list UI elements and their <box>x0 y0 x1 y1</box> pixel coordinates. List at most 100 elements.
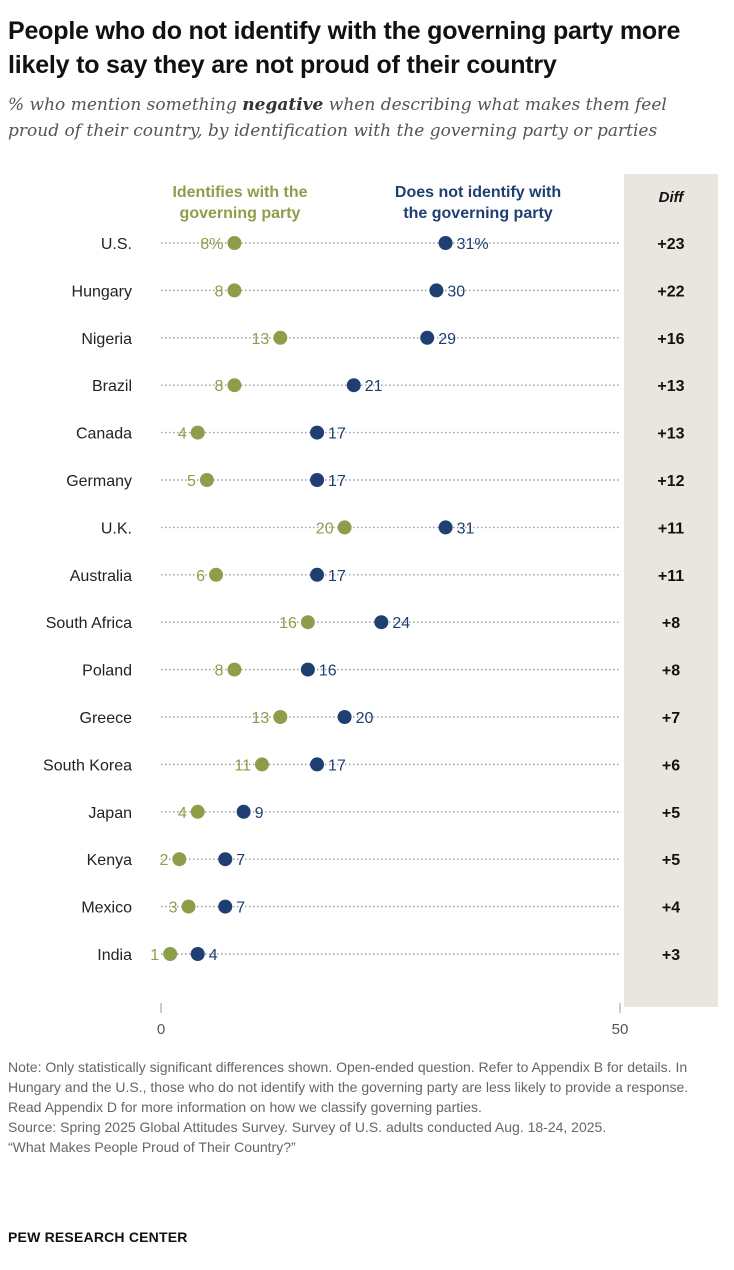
not-identify-dot <box>310 567 325 582</box>
identifies-dot <box>190 804 205 819</box>
x-tick-label: 0 <box>157 1021 165 1038</box>
not-identify-value-label: 17 <box>328 426 346 443</box>
diff-value: +11 <box>658 520 684 537</box>
identifies-dot <box>209 567 224 582</box>
not-identify-dot <box>429 283 444 298</box>
identifies-value-label: 8 <box>215 283 224 300</box>
identifies-dot <box>227 283 242 298</box>
legend-identifies-label: governing party <box>180 205 301 222</box>
diff-value: +16 <box>657 331 684 348</box>
legend-not-identify-label: Does not identify with <box>395 184 561 201</box>
not-identify-value-label: 17 <box>328 568 346 585</box>
not-identify-value-label: 30 <box>447 283 465 300</box>
not-identify-value-label: 17 <box>328 757 346 774</box>
identifies-value-label: 4 <box>178 805 187 822</box>
country-label: Poland <box>82 663 132 680</box>
identifies-value-label: 5 <box>187 473 196 490</box>
identifies-value-label: 8 <box>215 663 224 680</box>
country-label: Mexico <box>81 900 132 917</box>
identifies-value-label: 8% <box>200 236 223 253</box>
not-identify-value-label: 4 <box>209 947 218 964</box>
diff-value: +8 <box>662 663 680 680</box>
diff-value: +23 <box>657 236 684 253</box>
not-identify-value-label: 21 <box>365 378 383 395</box>
country-label: South Korea <box>43 757 132 774</box>
not-identify-dot <box>218 852 233 867</box>
diff-value: +5 <box>662 805 680 822</box>
identifies-dot <box>181 899 196 914</box>
country-label: Canada <box>76 426 132 443</box>
identifies-value-label: 16 <box>279 615 297 632</box>
not-identify-dot <box>438 520 453 535</box>
not-identify-dot <box>438 236 453 250</box>
not-identify-value-label: 24 <box>392 615 410 632</box>
not-identify-dot <box>374 615 389 630</box>
subtitle-text-start: % who mention something <box>8 95 243 115</box>
diff-value: +7 <box>662 710 680 727</box>
identifies-dot <box>227 662 242 677</box>
diff-column-background <box>624 174 718 1007</box>
identifies-value-label: 1 <box>150 947 159 964</box>
identifies-value-label: 11 <box>234 757 251 774</box>
not-identify-dot <box>337 710 352 724</box>
not-identify-dot <box>190 947 205 961</box>
not-identify-dot <box>420 330 435 345</box>
identifies-dot <box>273 710 288 724</box>
country-label: Nigeria <box>81 331 132 348</box>
dot-plot: Diff Identifies with the governing party Do… <box>43 174 718 1038</box>
identifies-dot <box>227 378 242 393</box>
identifies-dot <box>172 852 187 867</box>
identifies-dot <box>190 425 205 440</box>
identifies-value-label: 3 <box>169 900 178 917</box>
diff-value: +4 <box>662 900 680 917</box>
chart-title: People who do not identify with the gove… <box>8 17 681 79</box>
not-identify-value-label: 9 <box>255 805 264 822</box>
country-label: U.S. <box>101 236 132 253</box>
country-label: Kenya <box>87 852 132 869</box>
not-identify-dot <box>310 757 325 772</box>
not-identify-value-label: 29 <box>438 331 456 348</box>
identifies-dot <box>273 330 288 345</box>
report-title: “What Makes People Proud of Their Countr… <box>8 1139 296 1155</box>
identifies-value-label: 2 <box>159 852 168 869</box>
legend-identifies-label: Identifies with the <box>172 184 307 201</box>
diff-value: +12 <box>657 473 684 490</box>
footnotes: Note: Only statistically significant dif… <box>8 1057 723 1157</box>
identifies-dot <box>254 757 269 772</box>
not-identify-dot <box>346 378 361 393</box>
identifies-value-label: 6 <box>196 568 205 585</box>
identifies-dot <box>199 473 214 487</box>
not-identify-dot <box>218 899 233 914</box>
brand-logo-text: PEW RESEARCH CENTER <box>8 1229 188 1245</box>
diff-value: +11 <box>658 568 684 585</box>
note-text: Note: Only statistically significant dif… <box>8 1059 689 1115</box>
country-label: Brazil <box>92 378 132 395</box>
country-label: U.K. <box>101 520 132 537</box>
diff-value: +13 <box>657 378 684 395</box>
identifies-dot <box>300 615 315 630</box>
identifies-value-label: 20 <box>316 520 334 537</box>
not-identify-value-label: 17 <box>328 473 346 490</box>
identifies-value-label: 13 <box>252 710 270 727</box>
legend-not-identify-label: the governing party <box>403 205 552 222</box>
not-identify-value-label: 7 <box>236 900 245 917</box>
diff-value: +3 <box>662 947 680 964</box>
diff-value: +6 <box>662 757 680 774</box>
not-identify-value-label: 31 <box>457 520 475 537</box>
diff-value: +22 <box>657 283 684 300</box>
identifies-value-label: 13 <box>252 331 270 348</box>
subtitle-emphasis: negative <box>242 95 324 115</box>
not-identify-dot <box>300 662 315 677</box>
diff-header: Diff <box>659 189 686 206</box>
x-tick-label: 50 <box>612 1021 629 1038</box>
diff-value: +8 <box>662 615 680 632</box>
identifies-value-label: 8 <box>215 378 224 395</box>
identifies-value-label: 4 <box>178 426 187 443</box>
country-label: India <box>97 947 132 964</box>
country-label: Hungary <box>72 283 132 300</box>
not-identify-value-label: 16 <box>319 663 337 680</box>
not-identify-value-label: 7 <box>236 852 245 869</box>
not-identify-dot <box>310 425 325 440</box>
diff-value: +5 <box>662 852 680 869</box>
not-identify-dot <box>310 473 325 487</box>
